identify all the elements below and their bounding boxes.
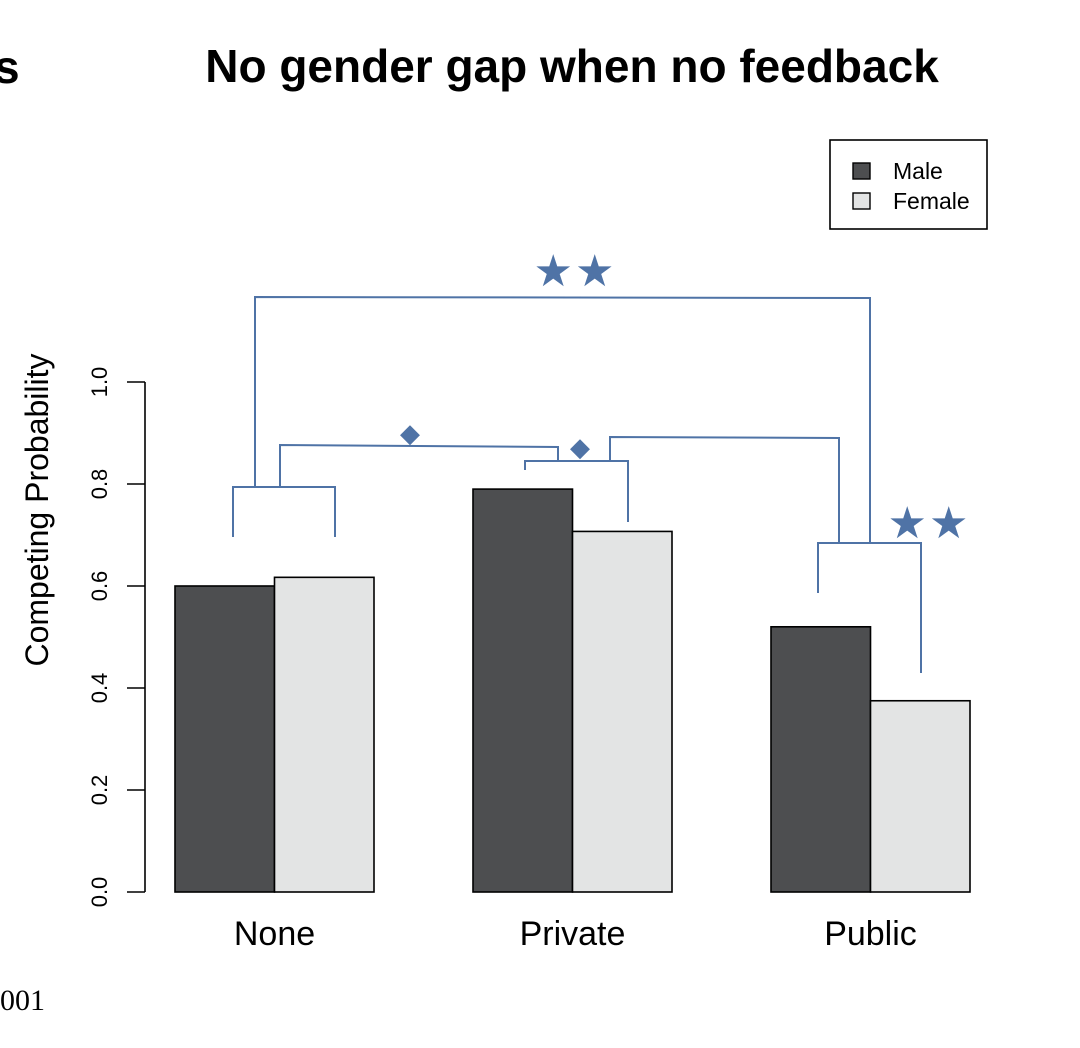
x-tick-labels: None Private Public [234,915,917,953]
legend-label-male: Male [893,158,943,184]
x-tick-label-private: Private [520,915,626,953]
y-axis: 0.0 0.2 0.4 0.6 0.8 1.0 [87,367,145,908]
bar-male-private [473,489,573,892]
y-axis-label: Competing Probability [19,353,55,666]
star-marker-none-vs-public: ★★ [534,246,617,297]
bracket-private-vs-public [610,437,839,543]
legend-label-female: Female [893,188,970,214]
bars [175,489,970,892]
y-tick-label: 0.2 [87,775,112,806]
bar-male-public [771,627,871,892]
legend-swatch-female [853,193,870,209]
legend-box [830,140,987,229]
diamond-marker-private-vs-public: ◆ [570,433,590,463]
y-tick-label: 0.6 [87,571,112,602]
y-tick-label: 0.0 [87,877,112,908]
y-tick-label: 0.4 [87,673,112,704]
bar-female-none [275,577,375,892]
x-tick-label-public: Public [824,915,917,953]
legend: Male Female [830,140,987,229]
bar-female-public [871,701,971,892]
bar-female-private [573,531,673,892]
x-tick-label-none: None [234,915,315,953]
legend-swatch-male [853,163,870,179]
diamond-marker-none-vs-private: ◆ [400,419,420,449]
star-marker-public: ★★ [888,498,971,549]
bar-male-none [175,586,275,892]
bracket-none-pair [233,487,335,537]
bracket-none-vs-private [280,445,558,487]
y-tick-label: 1.0 [87,367,112,398]
chart-title: No gender gap when no feedback [205,40,939,92]
bar-chart: No gender gap when no feedback Competing… [0,0,1080,1048]
y-tick-label: 0.8 [87,469,112,500]
